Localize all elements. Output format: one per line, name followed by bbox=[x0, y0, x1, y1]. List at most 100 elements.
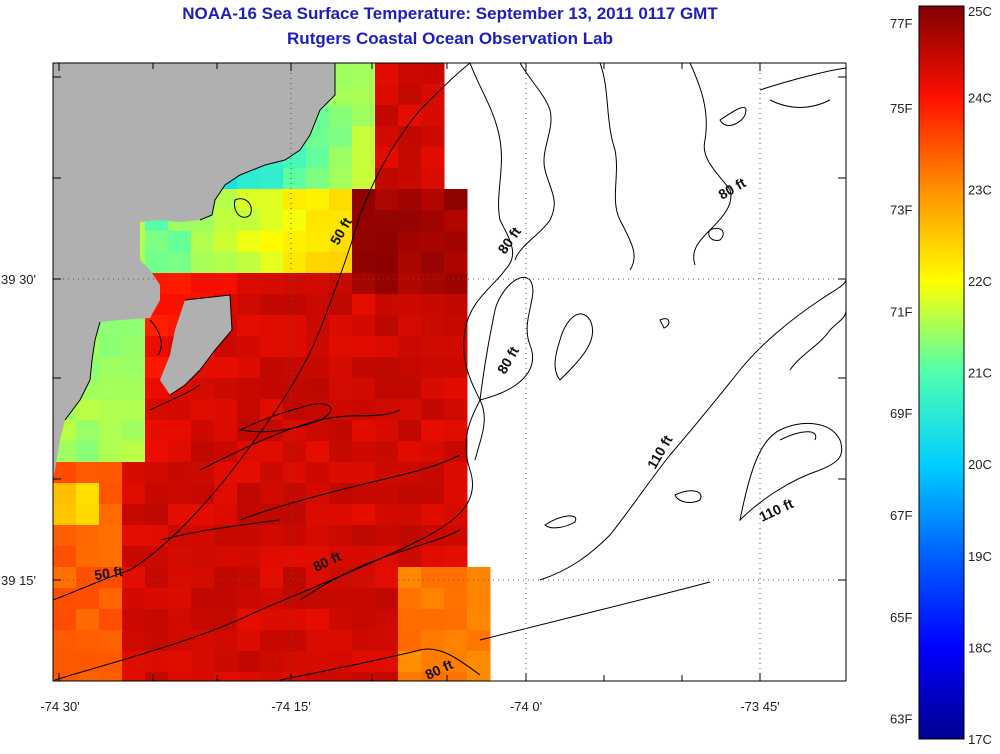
sst-cell bbox=[237, 504, 261, 526]
sst-cell bbox=[467, 567, 491, 589]
sst-cell bbox=[329, 189, 353, 211]
sst-cell bbox=[329, 441, 353, 463]
sst-cell bbox=[329, 525, 353, 547]
sst-cell bbox=[191, 273, 215, 295]
sst-cell bbox=[283, 525, 307, 547]
sst-cell bbox=[467, 588, 491, 610]
sst-cell bbox=[421, 630, 445, 652]
sst-cell bbox=[375, 672, 399, 681]
sst-cell bbox=[444, 567, 468, 589]
sst-cell bbox=[122, 378, 146, 400]
sst-cell bbox=[375, 462, 399, 484]
sst-cell bbox=[53, 567, 77, 589]
sst-cell bbox=[214, 672, 238, 681]
legend-celsius-label: 20C bbox=[968, 457, 992, 472]
sst-cell bbox=[53, 483, 77, 505]
legend-celsius-label: 17C bbox=[968, 732, 992, 747]
sst-cell bbox=[444, 315, 468, 337]
sst-cell bbox=[329, 126, 353, 148]
sst-cell bbox=[398, 210, 422, 232]
sst-cell bbox=[76, 672, 100, 681]
sst-cell bbox=[76, 630, 100, 652]
sst-cell bbox=[237, 357, 261, 379]
sst-cell bbox=[375, 504, 399, 526]
sst-cell bbox=[283, 651, 307, 673]
sst-cell bbox=[122, 525, 146, 547]
sst-cell bbox=[214, 567, 238, 589]
sst-cell bbox=[306, 483, 330, 505]
sst-cell bbox=[352, 630, 376, 652]
sst-cell bbox=[122, 483, 146, 505]
sst-cell bbox=[260, 273, 284, 295]
sst-cell bbox=[76, 567, 100, 589]
sst-cell bbox=[352, 357, 376, 379]
sst-cell bbox=[329, 672, 353, 681]
sst-cell bbox=[168, 546, 192, 568]
sst-cell bbox=[168, 567, 192, 589]
sst-cell bbox=[329, 147, 353, 169]
lon-label: -74 0' bbox=[510, 699, 542, 714]
land-peninsula bbox=[160, 295, 232, 395]
sst-cell bbox=[53, 630, 77, 652]
sst-cell bbox=[352, 672, 376, 681]
sst-cell bbox=[237, 588, 261, 610]
sst-cell bbox=[444, 525, 468, 547]
sst-cell bbox=[444, 588, 468, 610]
sst-cell bbox=[306, 210, 330, 232]
sst-cell bbox=[329, 609, 353, 631]
sst-cell bbox=[306, 651, 330, 673]
sst-cell bbox=[329, 378, 353, 400]
sst-cell bbox=[260, 231, 284, 253]
sst-cell bbox=[168, 399, 192, 421]
sst-cell bbox=[99, 336, 123, 358]
sst-cell bbox=[260, 588, 284, 610]
sst-cell bbox=[191, 231, 215, 253]
sst-cell bbox=[99, 672, 123, 681]
sst-cell bbox=[306, 630, 330, 652]
sst-cell bbox=[444, 441, 468, 463]
sst-cell bbox=[398, 672, 422, 681]
sst-cell bbox=[398, 630, 422, 652]
sst-cell bbox=[421, 588, 445, 610]
sst-cell bbox=[444, 231, 468, 253]
sst-cell bbox=[375, 336, 399, 358]
sst-cell bbox=[214, 420, 238, 442]
sst-cell bbox=[444, 420, 468, 442]
sst-cell bbox=[306, 336, 330, 358]
sst-cell bbox=[329, 420, 353, 442]
sst-cell bbox=[214, 252, 238, 274]
sst-cell bbox=[329, 210, 353, 232]
sst-cell bbox=[375, 273, 399, 295]
sst-cell bbox=[283, 231, 307, 253]
sst-cell bbox=[283, 378, 307, 400]
sst-cell bbox=[76, 525, 100, 547]
sst-cell bbox=[398, 546, 422, 568]
sst-cell bbox=[421, 336, 445, 358]
sst-cell bbox=[398, 231, 422, 253]
sst-cell bbox=[260, 672, 284, 681]
sst-cell bbox=[306, 546, 330, 568]
legend-fahrenheit-label: 63F bbox=[890, 712, 912, 727]
sst-cell bbox=[260, 630, 284, 652]
map-subtitle: Rutgers Coastal Ocean Observation Lab bbox=[287, 29, 613, 48]
sst-cell bbox=[306, 441, 330, 463]
sst-cell bbox=[375, 525, 399, 547]
sst-cell bbox=[421, 567, 445, 589]
sst-cell bbox=[306, 420, 330, 442]
sst-cell bbox=[352, 168, 376, 190]
sst-cell bbox=[375, 567, 399, 589]
sst-cell bbox=[191, 630, 215, 652]
sst-cell bbox=[237, 273, 261, 295]
sst-cell bbox=[306, 252, 330, 274]
sst-cell bbox=[260, 546, 284, 568]
sst-cell bbox=[145, 609, 169, 631]
sst-cell bbox=[145, 525, 169, 547]
sst-cell bbox=[421, 525, 445, 547]
sst-cell bbox=[421, 63, 445, 85]
sst-cell bbox=[444, 210, 468, 232]
sst-cell bbox=[122, 315, 146, 337]
sst-cell bbox=[398, 441, 422, 463]
lon-label: -74 30' bbox=[40, 699, 79, 714]
sst-cell bbox=[352, 315, 376, 337]
sst-cell bbox=[444, 294, 468, 316]
